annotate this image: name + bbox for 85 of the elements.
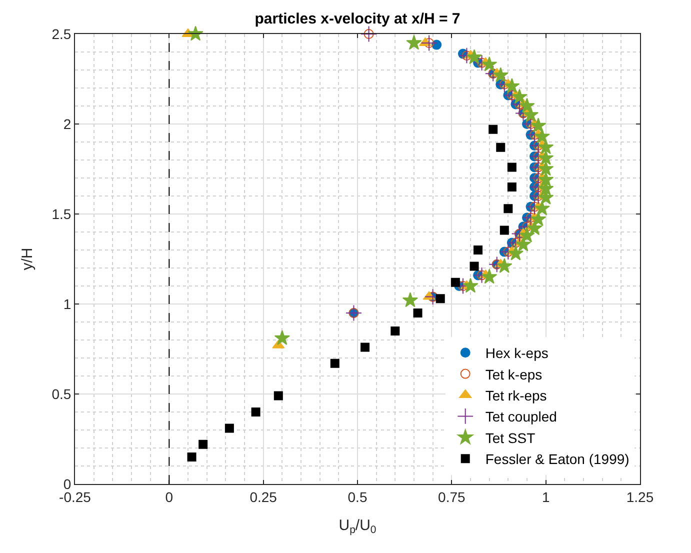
point — [188, 26, 204, 41]
point — [402, 292, 418, 308]
x-tick-label: 1 — [542, 488, 550, 505]
point — [488, 124, 498, 134]
point — [496, 142, 506, 152]
y-tick-label: 2 — [63, 116, 72, 132]
y-tick-label: 1 — [63, 296, 72, 312]
point — [251, 408, 260, 416]
point — [476, 270, 487, 280]
point — [506, 90, 517, 100]
point — [538, 150, 554, 165]
point — [512, 88, 528, 104]
point — [507, 162, 516, 172]
point — [533, 173, 544, 183]
point — [364, 29, 374, 39]
legend-label: Hex k-eps — [485, 345, 548, 362]
legend-label: Tet SST — [485, 430, 536, 446]
point — [360, 26, 377, 42]
point — [500, 226, 509, 235]
point — [466, 49, 482, 64]
point — [499, 79, 510, 90]
point — [496, 258, 512, 273]
point — [482, 56, 498, 72]
point — [510, 238, 521, 248]
point — [533, 162, 544, 172]
point — [450, 278, 460, 287]
point — [530, 202, 540, 212]
point — [530, 211, 546, 226]
point — [538, 160, 554, 176]
x-tick-label: 0.5 — [348, 488, 368, 505]
point — [424, 38, 434, 48]
point — [420, 34, 438, 52]
y-axis-title: y/H — [18, 248, 36, 270]
point — [533, 182, 544, 192]
point — [274, 391, 283, 400]
point — [530, 118, 546, 133]
point — [534, 128, 550, 144]
x-axis-title: U$_{p}$/U$_{0}$ — [338, 516, 376, 536]
x-tick-label: 0 — [165, 488, 174, 505]
point — [458, 281, 468, 291]
point — [187, 452, 196, 462]
x-tick-label: 0.75 — [438, 488, 466, 505]
point — [436, 294, 445, 304]
point — [522, 222, 532, 232]
point — [474, 246, 483, 254]
point — [413, 308, 422, 318]
point — [534, 200, 550, 216]
point — [533, 140, 544, 151]
legend-label: Tet coupled — [485, 408, 557, 425]
point — [533, 191, 544, 201]
point — [198, 440, 208, 449]
point — [507, 182, 516, 192]
point — [519, 98, 535, 113]
point — [274, 330, 290, 345]
point — [330, 358, 340, 368]
point — [346, 304, 362, 322]
point — [476, 58, 487, 68]
x-tick-label: 1.25 — [626, 488, 654, 505]
point — [533, 151, 544, 162]
legend-label: Fessler & Eaton (1999) — [485, 451, 630, 468]
point — [515, 236, 532, 252]
point — [526, 119, 536, 129]
point — [360, 342, 370, 352]
y-tick-label: 2.5 — [52, 26, 72, 42]
legend-label: Tet k-eps — [485, 366, 542, 382]
point — [224, 424, 234, 433]
point — [538, 172, 554, 187]
point — [470, 262, 479, 271]
y-tick-label: 0.5 — [52, 386, 72, 402]
chart-title: particles x-velocity at x/H = 7 — [254, 10, 460, 28]
legend-label: Tet rk-eps — [485, 387, 547, 404]
y-tick-label: 1.5 — [52, 206, 72, 222]
point — [390, 326, 400, 336]
point — [538, 139, 554, 154]
point — [526, 220, 542, 236]
point — [530, 130, 540, 140]
x-tick-label: 0.25 — [250, 488, 278, 505]
point — [406, 34, 422, 50]
point — [508, 245, 524, 260]
point — [504, 78, 520, 93]
point — [482, 268, 498, 284]
point — [462, 50, 472, 61]
point — [462, 278, 478, 293]
point — [504, 204, 513, 214]
point — [503, 246, 514, 257]
